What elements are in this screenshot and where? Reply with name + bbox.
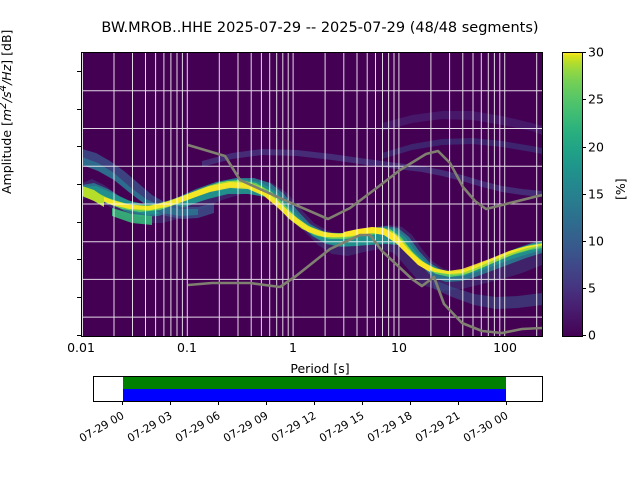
nhnm-curve: [187, 143, 542, 221]
timeline-axes[interactable]: [93, 376, 543, 402]
colorbar-tick-label: 30: [588, 44, 604, 60]
y-axis-title: Amplitude [m2/s4/Hz] [dB]: [0, 29, 15, 194]
ppsd-plot-svg: [82, 53, 542, 336]
colorbar-tick-label: 5: [588, 280, 596, 296]
colorbar-tick-label: 20: [588, 139, 604, 154]
colorbar-title: [%]: [613, 178, 628, 200]
colorbar-tick-label: 10: [588, 233, 604, 249]
x-tick-label: 1: [289, 340, 297, 355]
x-tick-label: 0.01: [67, 340, 95, 355]
ppsd-heatmap-axes[interactable]: [81, 52, 543, 337]
colorbar-tick-label: 0: [588, 327, 596, 343]
x-tick-label: 0.1: [177, 340, 197, 355]
x-tick-label: 100: [493, 340, 517, 355]
colorbar-tick-label: 25: [588, 91, 604, 107]
nlnm-curve: [187, 233, 542, 335]
x-axis-title: Period [s]: [290, 361, 350, 376]
grid-lines: [82, 53, 542, 336]
x-tick-label: 10: [391, 340, 407, 355]
segment-coverage-bar: [123, 389, 506, 401]
colorbar-tick-label: 15: [588, 186, 604, 201]
colorbar[interactable]: [562, 52, 583, 337]
data-coverage-bar: [123, 377, 506, 389]
page-title: BW.MROB..HHE 2025-07-29 -- 2025-07-29 (4…: [101, 20, 539, 36]
